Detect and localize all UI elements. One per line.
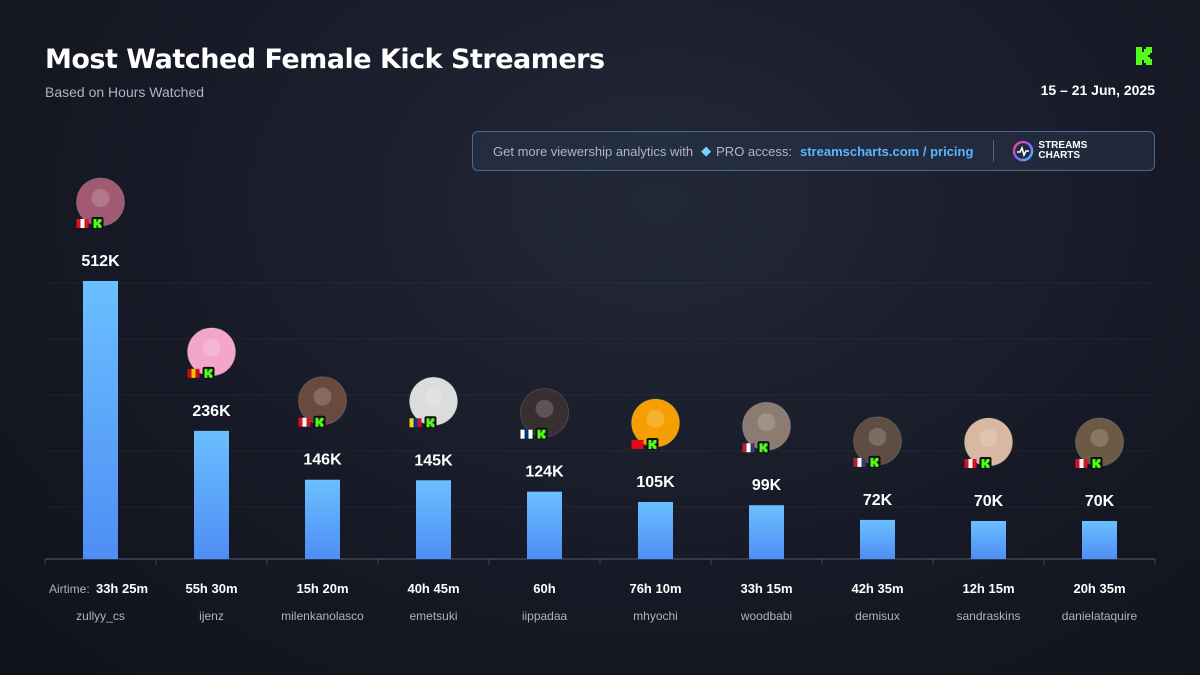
bar-woodbabi[interactable] (749, 505, 784, 559)
airtime-value: 40h 45m (407, 581, 459, 596)
turkey-flag-icon (631, 439, 644, 449)
value-label: 72K (863, 492, 893, 509)
airtime-value: 12h 15m (962, 581, 1014, 596)
promo-divider (993, 140, 995, 162)
spain-flag-icon (187, 368, 200, 378)
kick-logo-icon (1136, 47, 1152, 65)
airtime-label: Airtime: (49, 582, 90, 596)
kick-badge-icon (202, 366, 215, 379)
x-tick-label[interactable]: emetsuki (409, 609, 457, 623)
brand-line-2: CHARTS (1038, 150, 1081, 161)
bar-emetsuki[interactable] (416, 480, 451, 559)
airtime-value: 60h (533, 581, 555, 596)
value-label: 124K (525, 464, 564, 481)
avatar-face (424, 388, 443, 407)
value-label: 70K (974, 493, 1004, 510)
streams-charts-logo[interactable]: STREAMS CHARTS (1012, 140, 1087, 162)
value-label: 105K (636, 474, 675, 491)
pricing-link[interactable]: streamscharts.com / pricing (800, 143, 974, 159)
avatar-face (535, 399, 554, 418)
chart-subtitle: Based on Hours Watched (45, 84, 205, 100)
kick-badge-icon (313, 415, 326, 428)
avatar-face (868, 427, 887, 446)
kick-badge-icon (1090, 456, 1103, 469)
x-tick-label[interactable]: milenkanolasco (281, 609, 364, 623)
value-label: 146K (303, 452, 342, 469)
bar-iippadaa[interactable] (527, 491, 562, 559)
airtime-value: 55h 30m (185, 581, 237, 596)
airtime-value: 20h 35m (1073, 581, 1125, 596)
usa-flag-icon (742, 443, 755, 453)
value-label: 512K (81, 253, 120, 270)
x-tick-label[interactable]: iippadaa (522, 609, 568, 623)
peru-flag-icon (964, 458, 977, 468)
avatar-face (202, 338, 221, 357)
avatar-face (91, 189, 110, 207)
kick-badge-icon (868, 455, 881, 468)
date-range: 15 – 21 Jun, 2025 (1040, 82, 1155, 98)
promo-text: Get more viewership analytics with (493, 143, 694, 159)
bar-demisux[interactable] (860, 519, 895, 559)
bar-danielataquire[interactable] (1082, 520, 1117, 559)
bar-milenkanolasco[interactable] (305, 479, 340, 559)
bar-sandraskins[interactable] (971, 520, 1006, 559)
avatar-face (979, 428, 998, 447)
airtime-value: 15h 20m (296, 581, 348, 596)
streams-charts-logo-icon (1013, 140, 1034, 162)
colombia-flag-icon (409, 418, 422, 428)
kick-badge-icon (979, 456, 992, 469)
bar-ijenz[interactable] (194, 430, 229, 559)
brand-line-1: STREAMS (1038, 140, 1088, 151)
avatar-face (757, 413, 776, 432)
avatar-face (646, 409, 665, 428)
airtime-value: 76h 10m (629, 581, 681, 596)
kick-badge-icon (91, 217, 104, 229)
diamond-icon: ◆ (701, 143, 712, 158)
value-label: 236K (192, 403, 231, 420)
avatar-face (313, 387, 332, 406)
x-tick-label[interactable]: demisux (855, 609, 900, 623)
kick-badge-icon (646, 437, 659, 450)
bar-zullyy_cs[interactable] (83, 281, 118, 559)
x-tick-label[interactable]: danielataquire (1062, 609, 1138, 623)
x-tick-label[interactable]: woodbabi (740, 609, 792, 623)
value-label: 145K (414, 452, 453, 469)
kick-badge-icon (535, 427, 548, 440)
airtime-value: 33h 25m (96, 581, 148, 596)
x-tick-label[interactable]: ijenz (199, 609, 224, 623)
avatar-face (1090, 428, 1109, 447)
promo-banner[interactable]: Get more viewership analytics with ◆ PRO… (472, 131, 1155, 171)
airtime-value: 33h 15m (740, 581, 792, 596)
value-label: 99K (752, 477, 782, 494)
finland-flag-icon (520, 429, 533, 439)
x-tick-label[interactable]: zullyy_cs (76, 609, 125, 623)
peru-flag-icon (298, 417, 311, 427)
airtime-value: 42h 35m (851, 581, 903, 596)
x-tick-label[interactable]: sandraskins (956, 609, 1020, 623)
promo-pro-label: PRO access: (716, 143, 792, 159)
x-tick-label[interactable]: mhyochi (633, 609, 678, 623)
usa-flag-icon (853, 457, 866, 467)
peru-flag-icon (76, 219, 89, 228)
chart-title: Most Watched Female Kick Streamers (45, 44, 605, 75)
kick-badge-icon (757, 441, 770, 454)
bar-mhyochi[interactable] (638, 501, 673, 559)
peru-flag-icon (1075, 458, 1088, 468)
value-label: 70K (1085, 493, 1115, 510)
kick-badge-icon (424, 416, 437, 429)
